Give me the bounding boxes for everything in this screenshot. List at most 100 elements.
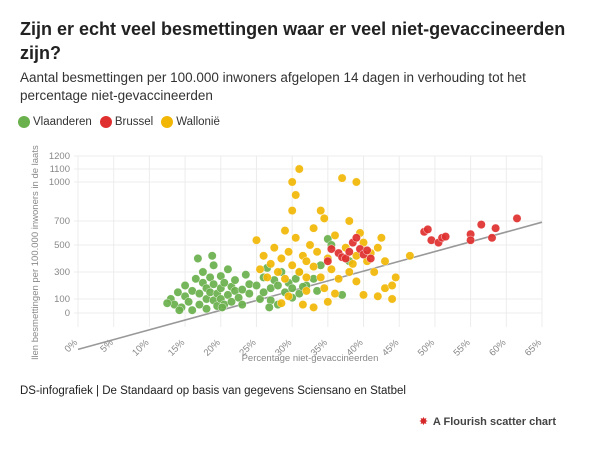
- data-point-wallonie[interactable]: [262, 272, 272, 282]
- data-point-wallonie[interactable]: [330, 289, 340, 299]
- data-point-vlaanderen[interactable]: [191, 274, 201, 284]
- data-point-wallonie[interactable]: [273, 267, 283, 277]
- data-point-vlaanderen[interactable]: [259, 287, 268, 297]
- data-point-vlaanderen[interactable]: [202, 304, 211, 314]
- data-point-wallonie[interactable]: [291, 190, 301, 200]
- data-point-wallonie[interactable]: [323, 297, 333, 307]
- data-point-vlaanderen[interactable]: [209, 260, 219, 270]
- data-point-brussel[interactable]: [441, 232, 450, 242]
- data-point-brussel[interactable]: [323, 256, 333, 266]
- data-point-vlaanderen[interactable]: [234, 293, 244, 303]
- data-point-vlaanderen[interactable]: [194, 289, 204, 299]
- data-point-vlaanderen[interactable]: [223, 290, 233, 300]
- data-point-vlaanderen[interactable]: [237, 300, 247, 310]
- data-point-vlaanderen[interactable]: [209, 279, 219, 289]
- legend-item-wallonie[interactable]: Wallonië: [161, 116, 220, 128]
- data-point-vlaanderen[interactable]: [237, 285, 247, 295]
- data-point-wallonie[interactable]: [344, 216, 354, 226]
- data-point-wallonie[interactable]: [405, 251, 415, 261]
- data-point-vlaanderen[interactable]: [173, 287, 183, 297]
- data-point-brussel[interactable]: [491, 223, 500, 233]
- legend-item-vlaanderen[interactable]: Vlaanderen: [18, 116, 92, 128]
- data-point-wallonie[interactable]: [373, 291, 383, 301]
- data-point-wallonie[interactable]: [376, 233, 386, 243]
- data-point-vlaanderen[interactable]: [198, 267, 208, 277]
- data-point-wallonie[interactable]: [387, 281, 397, 290]
- data-point-wallonie[interactable]: [301, 256, 311, 266]
- data-point-vlaanderen[interactable]: [227, 297, 236, 307]
- data-point-wallonie[interactable]: [309, 262, 318, 272]
- data-point-wallonie[interactable]: [312, 247, 322, 257]
- data-point-vlaanderen[interactable]: [184, 297, 194, 307]
- data-point-brussel[interactable]: [362, 246, 372, 255]
- data-point-wallonie[interactable]: [387, 294, 397, 304]
- data-point-wallonie[interactable]: [351, 276, 361, 286]
- data-point-wallonie[interactable]: [284, 247, 293, 257]
- data-point-wallonie[interactable]: [287, 177, 297, 187]
- data-point-wallonie[interactable]: [294, 267, 304, 277]
- data-point-wallonie[interactable]: [259, 251, 268, 261]
- data-point-vlaanderen[interactable]: [264, 302, 274, 312]
- data-point-brussel[interactable]: [466, 235, 475, 245]
- data-point-brussel[interactable]: [366, 254, 376, 263]
- data-point-vlaanderen[interactable]: [244, 289, 254, 299]
- data-point-vlaanderen[interactable]: [291, 274, 301, 284]
- data-point-wallonie[interactable]: [291, 233, 301, 243]
- flourish-credit[interactable]: ✸ A Flourish scatter chart: [419, 416, 556, 428]
- data-point-wallonie[interactable]: [380, 256, 390, 266]
- data-point-wallonie[interactable]: [337, 173, 347, 183]
- data-point-wallonie[interactable]: [294, 164, 304, 174]
- data-point-wallonie[interactable]: [280, 226, 290, 236]
- data-point-vlaanderen[interactable]: [241, 270, 251, 280]
- data-point-wallonie[interactable]: [301, 286, 311, 296]
- data-point-wallonie[interactable]: [305, 240, 315, 250]
- data-point-wallonie[interactable]: [391, 272, 401, 282]
- data-point-wallonie[interactable]: [330, 231, 340, 240]
- legend-item-brussel[interactable]: Brussel: [99, 116, 153, 128]
- data-point-wallonie[interactable]: [348, 259, 358, 269]
- data-point-wallonie[interactable]: [280, 274, 290, 284]
- data-point-wallonie[interactable]: [301, 272, 311, 282]
- data-point-wallonie[interactable]: [319, 214, 329, 223]
- data-point-wallonie[interactable]: [287, 206, 297, 216]
- data-point-brussel[interactable]: [512, 214, 522, 223]
- data-point-wallonie[interactable]: [373, 243, 383, 253]
- data-point-wallonie[interactable]: [351, 177, 361, 187]
- data-point-wallonie[interactable]: [319, 283, 329, 293]
- data-point-wallonie[interactable]: [316, 272, 326, 282]
- data-point-wallonie[interactable]: [252, 235, 261, 245]
- data-point-vlaanderen[interactable]: [180, 281, 190, 290]
- data-point-vlaanderen[interactable]: [162, 298, 172, 308]
- data-point-wallonie[interactable]: [298, 300, 308, 310]
- data-point-wallonie[interactable]: [369, 267, 379, 277]
- data-point-brussel[interactable]: [487, 233, 497, 243]
- data-point-vlaanderen[interactable]: [207, 251, 217, 261]
- data-point-brussel[interactable]: [476, 220, 486, 230]
- data-point-vlaanderen[interactable]: [174, 305, 184, 315]
- data-point-wallonie[interactable]: [309, 223, 318, 233]
- data-point-wallonie[interactable]: [326, 264, 336, 274]
- data-point-wallonie[interactable]: [334, 274, 343, 284]
- data-point-vlaanderen[interactable]: [194, 300, 204, 310]
- data-point-wallonie[interactable]: [269, 243, 279, 253]
- data-point-brussel[interactable]: [326, 244, 336, 254]
- data-point-wallonie[interactable]: [287, 260, 297, 270]
- data-point-wallonie[interactable]: [344, 267, 354, 277]
- data-point-wallonie[interactable]: [266, 259, 276, 269]
- data-point-vlaanderen[interactable]: [217, 302, 227, 312]
- data-point-vlaanderen[interactable]: [193, 254, 203, 263]
- data-point-vlaanderen[interactable]: [219, 278, 229, 288]
- data-point-brussel[interactable]: [344, 247, 354, 257]
- data-point-vlaanderen[interactable]: [287, 283, 297, 293]
- data-point-wallonie[interactable]: [284, 291, 293, 301]
- data-point-wallonie[interactable]: [276, 298, 286, 308]
- data-point-vlaanderen[interactable]: [244, 279, 254, 289]
- data-point-wallonie[interactable]: [359, 290, 368, 300]
- data-point-wallonie[interactable]: [276, 254, 286, 263]
- data-point-brussel[interactable]: [423, 225, 433, 234]
- data-point-vlaanderen[interactable]: [252, 281, 261, 290]
- data-point-vlaanderen[interactable]: [273, 281, 283, 290]
- data-point-vlaanderen[interactable]: [187, 305, 197, 315]
- data-point-vlaanderen[interactable]: [230, 275, 240, 285]
- data-point-vlaanderen[interactable]: [223, 264, 233, 274]
